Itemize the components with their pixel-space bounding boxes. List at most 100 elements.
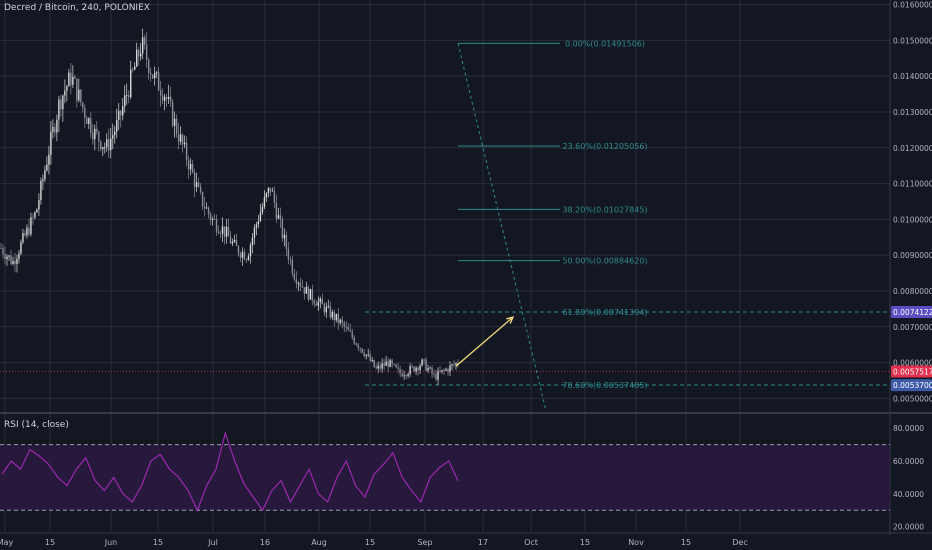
candle-body: [213, 218, 216, 220]
candle-body: [423, 359, 425, 361]
candle-body: [329, 306, 331, 318]
candle-body: [397, 367, 399, 369]
candle-body: [171, 101, 174, 126]
candle-body: [14, 260, 16, 265]
candle-body: [269, 187, 272, 192]
candle-body: [275, 202, 278, 219]
candle-body: [48, 154, 50, 165]
candle-body: [439, 370, 441, 372]
candle-body: [58, 99, 60, 120]
candle-body: [141, 37, 144, 54]
candle-body: [405, 375, 407, 377]
candle-body: [387, 361, 389, 367]
chart-title: Decred / Bitcoin, 240, POLONIEX: [4, 3, 150, 13]
candle-body: [66, 86, 68, 91]
time-axis[interactable]: May 15 Jun 15 Jul 16 Aug 15 Sep 17 Oct 15 Nov 15 Dec: [0, 538, 748, 547]
candle-body: [155, 72, 158, 74]
fib-trend-line: [457, 43, 547, 412]
candle-body: [163, 96, 166, 101]
candle-body: [6, 256, 8, 260]
time-tick-label: 15: [681, 538, 691, 547]
fib-level-label: 61.80%(0.00741394): [562, 308, 647, 317]
candle-body: [291, 259, 294, 274]
fibonacci-retracement[interactable]: 0.00%(0.01491506) 23.60%(0.01205056) 38.20…: [365, 39, 890, 412]
candle-body: [20, 242, 22, 254]
candle-body: [56, 119, 58, 133]
candle-body: [319, 298, 322, 302]
candle-body: [183, 142, 186, 145]
candle-body: [143, 37, 146, 45]
candle-body: [215, 219, 218, 232]
price-candles: [0, 28, 459, 385]
candle-body: [453, 364, 455, 366]
candle-body: [179, 134, 182, 142]
candle-body: [241, 251, 244, 258]
candle-body: [181, 134, 184, 145]
candle-body: [108, 139, 110, 151]
time-tick-label: Nov: [628, 538, 644, 547]
time-tick-label: Aug: [311, 538, 327, 547]
candle-body: [351, 331, 353, 338]
candle-body: [371, 360, 373, 361]
candle-body: [102, 147, 104, 150]
rsi-tick-label: 80.0000: [893, 424, 924, 433]
candle-body: [395, 364, 397, 368]
candle-body: [36, 209, 38, 213]
candle-body: [375, 367, 377, 369]
candle-body: [189, 164, 192, 170]
candle-body: [383, 363, 385, 366]
candle-body: [0, 248, 2, 249]
candle-body: [104, 146, 106, 148]
candle-body: [130, 69, 132, 98]
candle-body: [325, 306, 327, 313]
price-badge: [891, 379, 932, 392]
rsi-band: [0, 444, 890, 511]
candle-body: [455, 363, 457, 365]
candle-body: [413, 366, 415, 372]
candle-body: [277, 215, 280, 219]
rsi-tick-label: 40.0000: [893, 490, 924, 499]
candle-body: [22, 233, 24, 243]
candle-body: [235, 240, 238, 247]
time-tick-label: Jul: [207, 538, 218, 547]
candle-body: [353, 337, 355, 344]
candle-body: [411, 366, 413, 368]
candle-body: [195, 182, 198, 188]
candle-body: [261, 206, 264, 213]
candle-body: [199, 186, 202, 192]
candle-body: [62, 95, 64, 110]
candle-body: [285, 234, 288, 249]
candle-body: [207, 207, 210, 214]
candle-body: [327, 306, 329, 307]
price-badge: [891, 306, 932, 319]
overlays: [0, 316, 890, 372]
candle-body: [303, 287, 306, 294]
candle-body: [309, 288, 312, 300]
price-badge-label: 0.00575173: [893, 367, 932, 376]
candle-body: [139, 53, 142, 57]
candle-body: [34, 212, 36, 218]
candle-body: [126, 95, 128, 97]
candle-body: [32, 217, 34, 219]
candle-body: [301, 286, 304, 288]
candle-body: [357, 344, 359, 348]
candle-body: [445, 369, 447, 371]
candle-body: [26, 227, 28, 236]
candle-body: [233, 240, 236, 242]
candle-body: [227, 226, 230, 237]
candle-body: [201, 191, 204, 207]
time-tick-label: 16: [260, 538, 270, 547]
candle-body: [82, 102, 84, 109]
candle-body: [273, 190, 276, 203]
candle-body: [209, 213, 212, 220]
candle-body: [409, 366, 411, 375]
